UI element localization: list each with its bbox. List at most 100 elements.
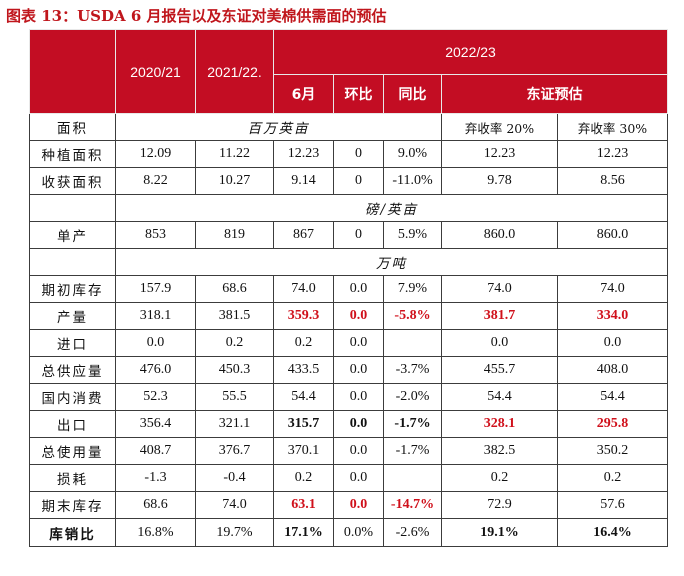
cell-mom: 0.0 [333,302,384,330]
cell-forecast-20: 54.4 [441,383,558,411]
subcol-yoy: 同比 [383,74,442,114]
table-row: 单产 853 819 867 0 5.9% 860.0 860.0 [29,221,669,249]
cell-yoy: 9.0% [383,140,442,168]
cell-2020: 853 [115,221,196,249]
cell-2021: 450.3 [195,356,274,384]
cell-2021: 381.5 [195,302,274,330]
cell-june: 370.1 [273,437,334,465]
col-2020-header: 2020/21 [115,29,196,114]
cell-yoy: -2.0% [383,383,442,411]
figure-title: 图表 13：USDA 6 月报告以及东证对美棉供需面的预估 [6,7,387,25]
cell-june: 54.4 [273,383,334,411]
cell-2020: 16.8% [115,518,196,547]
subcol-mom: 环比 [333,74,384,114]
table-row: 损耗 -1.3 -0.4 0.2 0.0 0.2 0.2 [29,464,669,492]
cell-mom: 0.0 [333,356,384,384]
table-row: 期初库存 157.9 68.6 74.0 0.0 7.9% 74.0 74.0 [29,275,669,303]
cell-forecast-30: 350.2 [556,437,669,465]
header-row-1: 2020/21 2021/22. 2022/23 [29,29,669,114]
header-row-2: 6月 环比 同比 东证预估 [30,74,669,114]
table-row: 进口 0.0 0.2 0.2 0.0 0.0 0.0 [29,329,669,357]
cell-forecast-30: 408.0 [556,356,669,384]
cell-2021: 19.7% [195,518,274,547]
cell-2020: 476.0 [115,356,196,384]
cotton-supply-demand-table: 2020/21 2021/22. 2022/23 6月 环比 同比 东证预估 面… [29,29,669,547]
table-row: 产量 318.1 381.5 359.3 0.0 -5.8% 381.7 334… [29,302,669,330]
cell-forecast-30: 16.4% [556,518,669,547]
cell-yoy [383,464,442,492]
row-label: 进口 [29,329,116,357]
cell-2021: 321.1 [195,410,274,438]
cell-june: 0.2 [273,329,334,357]
cell-2021: 74.0 [195,491,274,519]
row-label: 单产 [29,221,116,249]
cell-forecast-30: 0.0 [556,329,669,357]
table-row: 种植面积 12.09 11.22 12.23 0 9.0% 12.23 12.2… [29,140,669,168]
cell-2020: 8.22 [115,167,196,195]
cell-yoy: -5.8% [383,302,442,330]
cell-2021: -0.4 [195,464,274,492]
ton-unit: 万吨 [114,248,669,276]
cell-forecast-20: 382.5 [441,437,558,465]
cell-forecast-30: 860.0 [556,221,669,249]
cell-forecast-20: 860.0 [441,221,558,249]
scenario-20-header: 弃收率 20% [441,113,558,141]
ton-unit-row: 万吨 [29,248,669,276]
cell-june: 433.5 [273,356,334,384]
cell-forecast-20: 74.0 [441,275,558,303]
cell-june: 0.2 [273,464,334,492]
row-label: 国内消费 [29,383,116,411]
header-corner [29,29,116,114]
cell-2021: 11.22 [195,140,274,168]
cell-forecast-30: 0.2 [556,464,669,492]
cell-2021: 376.7 [195,437,274,465]
cell-mom: 0.0 [333,383,384,411]
cell-mom: 0.0 [333,464,384,492]
row-label: 面积 [29,113,116,141]
cell-yoy: -3.7% [383,356,442,384]
cell-2021: 68.6 [195,275,274,303]
area-section-row: 面积 百万英亩 弃收率 20% 弃收率 30% [29,113,669,141]
cell-mom: 0.0 [333,329,384,357]
table-row: 收获面积 8.22 10.27 9.14 0 -11.0% 9.78 8.56 [29,167,669,195]
cell-june: 315.7 [273,410,334,438]
cell-forecast-30: 295.8 [556,410,669,438]
cell-2021: 819 [195,221,274,249]
cell-yoy: -11.0% [383,167,442,195]
row-label: 收获面积 [29,167,116,195]
col-2022-header: 2022/23 [272,29,669,75]
col-2021-header: 2021/22. [195,29,274,114]
cell-2020: 318.1 [115,302,196,330]
cell-june: 867 [273,221,334,249]
cell-2020: 157.9 [115,275,196,303]
table-row: 总供应量 476.0 450.3 433.5 0.0 -3.7% 455.7 4… [29,356,669,384]
cell-2020: 0.0 [115,329,196,357]
cell-forecast-20: 0.2 [441,464,558,492]
cell-forecast-30: 12.23 [556,140,669,168]
cell-forecast-20: 12.23 [441,140,558,168]
cell-forecast-30: 8.56 [556,167,669,195]
table-row: 出口 356.4 321.1 315.7 0.0 -1.7% 328.1 295… [29,410,669,438]
cell-forecast-30: 334.0 [556,302,669,330]
cell-forecast-30: 54.4 [556,383,669,411]
cell-mom: 0.0% [333,518,384,547]
cell-yoy: -14.7% [383,491,442,519]
table-row: 总使用量 408.7 376.7 370.1 0.0 -1.7% 382.5 3… [29,437,669,465]
cell-june: 63.1 [273,491,334,519]
cell-mom: 0.0 [333,437,384,465]
row-label: 期末库存 [29,491,116,519]
row-label: 种植面积 [29,140,116,168]
cell-forecast-20: 72.9 [441,491,558,519]
cell-june: 74.0 [273,275,334,303]
cell-2021: 10.27 [195,167,274,195]
cell-2021: 55.5 [195,383,274,411]
cell-2020: 356.4 [115,410,196,438]
cell-forecast-20: 9.78 [441,167,558,195]
blank-cell [29,248,116,276]
cell-forecast-20: 328.1 [441,410,558,438]
cell-yoy: -2.6% [383,518,442,547]
cell-june: 359.3 [273,302,334,330]
cell-june: 12.23 [273,140,334,168]
row-label: 损耗 [29,464,116,492]
cell-mom: 0.0 [333,491,384,519]
